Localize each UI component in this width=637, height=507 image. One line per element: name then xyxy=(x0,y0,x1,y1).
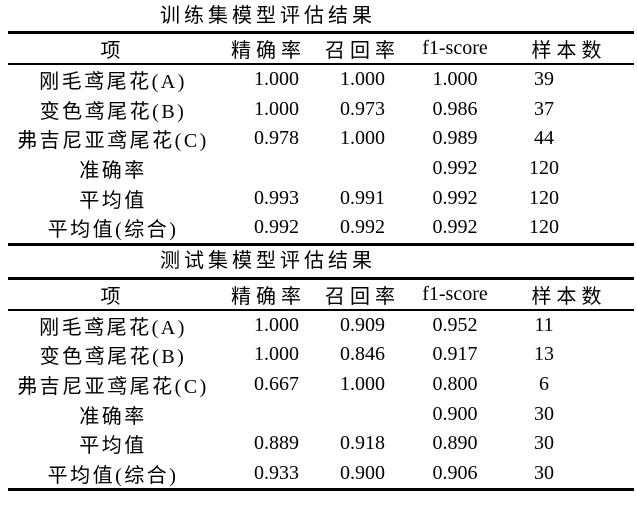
table-row: 刚毛鸢尾花(A) 1.000 0.909 0.952 11 xyxy=(8,310,634,341)
table-body: 刚毛鸢尾花(A) 1.000 1.000 1.000 39 变色鸢尾花(B) 1.000 0.… xyxy=(8,64,634,244)
cell-samples: 120 xyxy=(529,216,559,239)
col-header-samples: 样本数 xyxy=(504,278,634,311)
cell-item: 准确率 xyxy=(79,160,147,183)
cell-samples: 37 xyxy=(534,97,554,120)
table-row: 弗吉尼亚鸢尾花(C) 0.978 1.000 0.989 44 xyxy=(8,124,634,154)
cell-samples: 13 xyxy=(534,343,554,366)
table-row: 弗吉尼亚鸢尾花(C) 0.667 1.000 0.800 6 xyxy=(8,370,634,400)
cell-samples: 11 xyxy=(534,313,554,336)
cell-f1score: 0.917 xyxy=(432,343,478,366)
cell-precision: 0.933 xyxy=(254,461,299,484)
cell-precision xyxy=(218,399,319,429)
cell-precision: 1.000 xyxy=(254,313,299,336)
evaluation-table: 项 精确率 召回率 f1-score 样本数 刚毛鸢尾花(A) 1.000 0.90… xyxy=(8,276,634,492)
cell-samples: 6 xyxy=(539,373,549,396)
document-page: 训练集模型评估结果 项 精确率 召回率 f1-score 样本数 刚毛鸢尾花(A… xyxy=(0,2,637,492)
cell-samples: 30 xyxy=(534,432,554,455)
cell-samples: 39 xyxy=(534,68,554,91)
test-results-section: 测试集模型评估结果 项 精确率 召回率 f1-score 样本数 刚毛鸢尾花(A… xyxy=(0,246,637,492)
cell-recall: 0.909 xyxy=(340,313,385,336)
col-header-samples: 样本数 xyxy=(504,32,634,65)
cell-recall: 1.000 xyxy=(340,68,385,91)
cell-precision: 1.000 xyxy=(254,97,299,120)
header-row: 项 精确率 召回率 f1-score 样本数 xyxy=(8,32,634,65)
cell-f1score: 0.800 xyxy=(432,373,478,396)
cell-recall xyxy=(319,154,406,184)
cell-f1score: 0.906 xyxy=(432,461,478,484)
cell-f1score: 0.992 xyxy=(432,157,478,180)
table-row: 变色鸢尾花(B) 1.000 0.846 0.917 13 xyxy=(8,340,634,370)
col-header-precision: 精确率 xyxy=(218,32,319,65)
cell-recall: 0.918 xyxy=(340,432,385,455)
cell-recall: 0.846 xyxy=(340,343,385,366)
cell-item: 平均值(综合) xyxy=(47,219,179,242)
col-header-f1score: f1-score xyxy=(406,278,504,311)
table-row: 准确率 0.900 30 xyxy=(8,399,634,429)
evaluation-table: 项 精确率 召回率 f1-score 样本数 刚毛鸢尾花(A) 1.000 1.00… xyxy=(8,31,634,246)
cell-f1score: 0.900 xyxy=(432,402,478,425)
col-header-recall: 召回率 xyxy=(319,32,406,65)
cell-recall: 1.000 xyxy=(340,373,385,396)
col-header-item: 项 xyxy=(8,32,218,65)
cell-f1score: 0.890 xyxy=(432,432,478,455)
cell-recall: 0.991 xyxy=(340,186,385,209)
table-row: 平均值(综合) 0.933 0.900 0.906 30 xyxy=(8,459,634,490)
col-header-recall: 召回率 xyxy=(319,278,406,311)
table-row: 准确率 0.992 120 xyxy=(8,154,634,184)
table-title: 训练集模型评估结果 xyxy=(160,5,376,27)
cell-f1score: 0.952 xyxy=(432,313,478,336)
cell-f1score: 0.989 xyxy=(432,127,478,150)
cell-item: 刚毛鸢尾花(A) xyxy=(39,71,187,94)
cell-precision: 1.000 xyxy=(254,343,299,366)
cell-samples: 120 xyxy=(529,186,559,209)
cell-recall: 1.000 xyxy=(340,127,385,150)
col-header-item: 项 xyxy=(8,278,218,311)
cell-item: 弗吉尼亚鸢尾花(C) xyxy=(17,130,209,153)
table-title: 测试集模型评估结果 xyxy=(160,249,376,272)
cell-samples: 30 xyxy=(534,402,554,425)
cell-precision: 0.978 xyxy=(254,127,299,150)
cell-precision: 0.889 xyxy=(254,432,299,455)
cell-recall: 0.992 xyxy=(340,216,385,239)
table-row: 平均值 0.889 0.918 0.890 30 xyxy=(8,429,634,459)
cell-item: 变色鸢尾花(B) xyxy=(39,346,187,369)
cell-item: 平均值 xyxy=(79,189,147,212)
cell-samples: 120 xyxy=(529,157,559,180)
cell-item: 平均值(综合) xyxy=(47,464,179,487)
cell-f1score: 1.000 xyxy=(432,68,478,91)
table-body: 刚毛鸢尾花(A) 1.000 0.909 0.952 11 变色鸢尾花(B) 1.000 0.… xyxy=(8,310,634,490)
cell-f1score: 0.992 xyxy=(432,186,478,209)
cell-samples: 30 xyxy=(534,461,554,484)
cell-f1score: 0.986 xyxy=(432,97,478,120)
cell-precision: 0.992 xyxy=(254,216,299,239)
cell-recall: 0.900 xyxy=(340,461,385,484)
table-row: 平均值(综合) 0.992 0.992 0.992 120 xyxy=(8,213,634,244)
table-row: 刚毛鸢尾花(A) 1.000 1.000 1.000 39 xyxy=(8,64,634,95)
cell-precision: 0.667 xyxy=(254,373,299,396)
cell-precision xyxy=(218,154,319,184)
cell-item: 平均值 xyxy=(79,435,147,458)
header-row: 项 精确率 召回率 f1-score 样本数 xyxy=(8,278,634,311)
col-header-f1score: f1-score xyxy=(406,32,504,65)
cell-precision: 0.993 xyxy=(254,186,299,209)
cell-recall xyxy=(319,399,406,429)
col-header-precision: 精确率 xyxy=(218,278,319,311)
cell-item: 变色鸢尾花(B) xyxy=(39,100,187,123)
cell-recall: 0.973 xyxy=(340,97,385,120)
cell-samples: 44 xyxy=(534,127,554,150)
cell-f1score: 0.992 xyxy=(432,216,478,239)
cell-item: 弗吉尼亚鸢尾花(C) xyxy=(17,376,209,399)
cell-item: 准确率 xyxy=(79,405,147,428)
table-row: 变色鸢尾花(B) 1.000 0.973 0.986 37 xyxy=(8,95,634,125)
cell-item: 刚毛鸢尾花(A) xyxy=(39,316,187,339)
cell-precision: 1.000 xyxy=(254,68,299,91)
table-row: 平均值 0.993 0.991 0.992 120 xyxy=(8,183,634,213)
train-results-section: 训练集模型评估结果 项 精确率 召回率 f1-score 样本数 刚毛鸢尾花(A… xyxy=(0,2,637,246)
